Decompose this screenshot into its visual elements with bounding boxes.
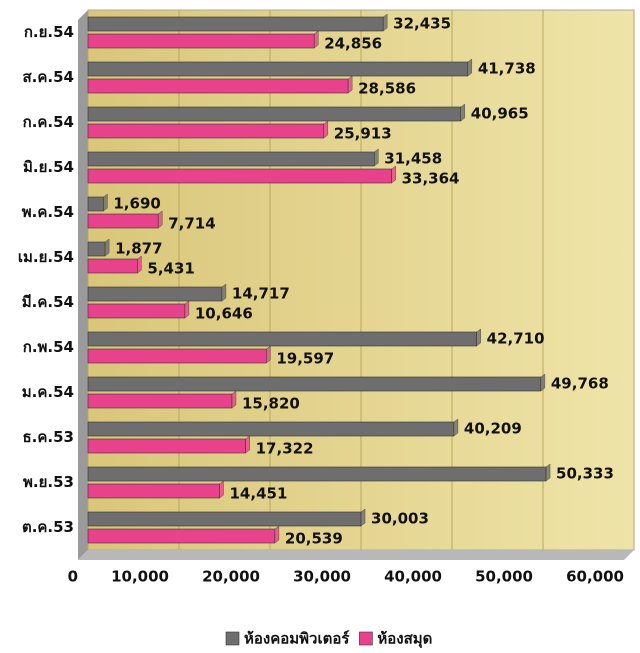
bar — [87, 438, 246, 454]
y-tick-label: พ.ค.54 — [22, 203, 74, 221]
value-label: 42,710 — [487, 330, 545, 348]
bar-end — [313, 30, 319, 49]
bar-end — [184, 300, 190, 319]
bar — [87, 348, 267, 364]
bar-end — [137, 255, 142, 274]
bar-end — [460, 103, 466, 122]
value-label: 41,738 — [478, 60, 536, 78]
bar-end — [467, 58, 473, 77]
value-label: 20,539 — [285, 530, 343, 548]
x-tick-label: 50,000 — [475, 568, 533, 586]
bar — [87, 466, 547, 482]
value-label: 24,856 — [324, 35, 382, 53]
bar — [87, 286, 223, 302]
bar — [87, 16, 384, 32]
bar-end — [540, 373, 546, 392]
x-tick-label: 0 — [68, 568, 78, 586]
bar-end — [266, 345, 271, 364]
x-tick-label: 30,000 — [293, 568, 351, 586]
bar-end — [360, 508, 366, 527]
bar — [87, 106, 462, 122]
side-wall — [78, 10, 88, 560]
legend-swatch — [225, 631, 240, 646]
bar-end — [374, 148, 379, 167]
bar — [87, 61, 469, 77]
value-label: 33,364 — [402, 170, 460, 188]
y-tick-label: ธ.ค.53 — [23, 428, 74, 446]
x-tick-label: 10,000 — [111, 568, 169, 586]
value-label: 14,451 — [230, 485, 288, 503]
value-label: 40,209 — [464, 420, 522, 438]
bar — [87, 303, 186, 319]
x-tick-label: 20,000 — [202, 568, 260, 586]
y-tick-label: ม.ค.54 — [22, 383, 74, 401]
bar-end — [231, 390, 237, 409]
y-tick-label: ต.ค.53 — [22, 518, 74, 536]
legend-label: ห้องคอมพิวเตอร์ — [244, 630, 350, 648]
bar — [87, 196, 104, 212]
value-label: 28,586 — [358, 80, 416, 98]
bar-end — [453, 418, 459, 437]
value-label: 19,597 — [276, 350, 334, 368]
bar-end — [221, 283, 227, 302]
value-label: 10,646 — [195, 305, 253, 323]
bar — [87, 376, 542, 392]
bar — [87, 528, 276, 544]
bar — [87, 168, 392, 184]
legend-swatch — [359, 631, 373, 646]
bar — [87, 33, 315, 49]
value-label: 1,877 — [115, 240, 162, 258]
bar-end — [391, 165, 396, 184]
bar-end — [382, 13, 388, 32]
bar — [87, 483, 220, 499]
y-tick-label: เม.ย.54 — [18, 248, 74, 266]
bar-end — [104, 238, 110, 257]
value-label: 49,768 — [551, 375, 609, 393]
bar-end — [323, 120, 329, 139]
x-tick-label: 40,000 — [384, 568, 442, 586]
floor — [78, 550, 634, 560]
bar-end — [274, 525, 280, 544]
y-tick-label: ก.ย.54 — [24, 23, 74, 41]
y-tick-label: พ.ย.53 — [23, 473, 74, 491]
value-label: 17,322 — [256, 440, 314, 458]
value-label: 30,003 — [371, 510, 429, 528]
value-label: 1,690 — [113, 195, 160, 213]
value-label: 5,431 — [147, 260, 194, 278]
value-label: 31,458 — [384, 150, 442, 168]
value-label: 25,913 — [334, 125, 392, 143]
value-label: 50,333 — [556, 465, 614, 483]
legend-label: ห้องสมุด — [377, 630, 432, 649]
value-label: 14,717 — [232, 285, 290, 303]
bar-end — [219, 480, 224, 499]
x-tick-label: 60,000 — [566, 568, 624, 586]
bar — [87, 151, 375, 167]
y-tick-label: มี.ค.54 — [22, 293, 74, 311]
bar — [87, 421, 455, 437]
value-label: 40,965 — [471, 105, 529, 123]
bar — [87, 241, 106, 257]
y-tick-label: ก.ค.54 — [23, 113, 74, 131]
bar — [87, 511, 362, 527]
bar — [87, 213, 159, 229]
bar — [87, 393, 233, 409]
bar — [87, 258, 138, 274]
bar-end — [245, 435, 250, 454]
value-label: 7,714 — [168, 215, 215, 233]
y-tick-label: มิ.ย.54 — [23, 158, 74, 176]
bar-end — [476, 328, 481, 347]
bar-end — [103, 193, 108, 212]
y-tick-label: ส.ค.54 — [23, 68, 74, 86]
value-label: 32,435 — [393, 15, 451, 33]
y-tick-label: ก.พ.54 — [23, 338, 74, 356]
bar — [87, 331, 477, 347]
bar-end — [157, 210, 163, 229]
bar — [87, 123, 325, 139]
bar — [87, 78, 349, 94]
value-label: 15,820 — [242, 395, 300, 413]
bar-end — [545, 463, 551, 482]
bar-end — [347, 75, 353, 94]
